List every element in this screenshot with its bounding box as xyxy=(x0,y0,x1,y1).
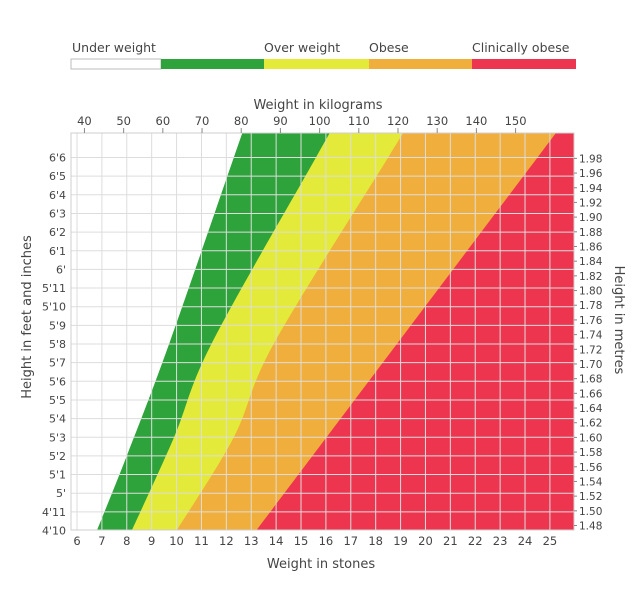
x-bottom-tick-label: 14 xyxy=(269,534,284,548)
axes: 40 50 60 70 80 90 100 110 120 130 140 150 6 7 8 9 10 11 12… xyxy=(42,114,603,548)
x-bottom-tick-label: 22 xyxy=(468,534,483,548)
y-right-tick-label: 1.60 xyxy=(579,432,602,444)
y-right-tick-label: 1.56 xyxy=(579,462,603,474)
x-top-tick-label: 60 xyxy=(156,114,171,128)
y-right-tick-label: 1.66 xyxy=(579,388,603,400)
y-right-tick-label: 1.86 xyxy=(579,241,603,253)
y-left-tick-label: 5'8 xyxy=(49,338,66,351)
y-left-tick-label: 5'3 xyxy=(49,431,66,444)
x-bottom-tick-label: 23 xyxy=(493,534,508,548)
x-top-tick-label: 70 xyxy=(195,114,210,128)
grid xyxy=(71,133,574,530)
legend-label-clinically-obese: Clinically obese xyxy=(472,40,570,55)
y-right-tick-label: 1.98 xyxy=(579,153,602,165)
legend-label-obese: Obese xyxy=(369,40,409,55)
y-right-tick-label: 1.72 xyxy=(579,344,602,356)
y-right-tick-label: 1.70 xyxy=(579,359,602,371)
y-left-tick-label: 6'3 xyxy=(49,207,66,220)
legend-swatch-obese xyxy=(369,59,472,69)
y-right-tick-label: 1.92 xyxy=(579,197,602,209)
y-right-tick-label: 1.94 xyxy=(579,183,603,195)
y-left-tick-label: 6'6 xyxy=(49,152,66,165)
y-left-tick-label: 5'7 xyxy=(49,357,66,370)
x-bottom-tick-label: 20 xyxy=(418,534,433,548)
y-right-axis-title: Height in metres xyxy=(611,266,626,375)
x-bottom-tick-label: 18 xyxy=(368,534,383,548)
x-bottom-tick-label: 11 xyxy=(194,534,209,548)
x-top-tick-label: 130 xyxy=(426,114,448,128)
x-bottom-tick-label: 25 xyxy=(543,534,558,548)
y-right-tick-label: 1.82 xyxy=(579,271,602,283)
y-right-tick-label: 1.52 xyxy=(579,491,602,503)
y-left-tick-label: 6'1 xyxy=(49,245,66,258)
x-top-tick-label: 40 xyxy=(77,114,92,128)
x-bottom-tick-label: 19 xyxy=(393,534,408,548)
y-right-tick-label: 1.64 xyxy=(579,403,603,415)
x-bottom-tick-label: 8 xyxy=(123,534,130,548)
y-right-tick-label: 1.54 xyxy=(579,476,603,488)
x-bottom-tick-label: 16 xyxy=(319,534,334,548)
x-bottom-axis-title: Weight in stones xyxy=(267,557,375,572)
y-left-tick-label: 6'5 xyxy=(49,170,66,183)
y-left-tick-label: 5'4 xyxy=(49,413,66,426)
y-right-tick-label: 1.90 xyxy=(579,212,602,224)
y-left-tick-label: 5'10 xyxy=(42,301,66,314)
y-left-tick-label: 6'2 xyxy=(49,226,66,239)
y-right-tick-label: 1.62 xyxy=(579,418,602,430)
y-right-tick-label: 1.76 xyxy=(579,315,603,327)
y-right-tick-label: 1.48 xyxy=(579,521,602,533)
y-left-tick-label: 6' xyxy=(56,263,66,276)
y-right-tick-label: 1.68 xyxy=(579,374,602,386)
y-left-tick-label: 4'11 xyxy=(42,506,66,519)
x-top-tick-label: 140 xyxy=(465,114,487,128)
y-right-tick-label: 1.78 xyxy=(579,300,602,312)
x-bottom-tick-label: 21 xyxy=(443,534,458,548)
legend-label-ideal-weight: Ideal weight xyxy=(161,40,238,55)
x-bottom-tick-label: 17 xyxy=(343,534,358,548)
y-left-tick-label: 6'4 xyxy=(49,189,66,202)
y-right-tick-label: 1.84 xyxy=(579,256,603,268)
y-right-tick-label: 1.96 xyxy=(579,168,603,180)
y-left-tick-label: 5' xyxy=(56,487,66,500)
x-top-axis-title: Weight in kilograms xyxy=(253,98,382,113)
x-bottom-tick-label: 10 xyxy=(169,534,184,548)
y-right-tick-label: 1.58 xyxy=(579,447,602,459)
y-left-tick-label: 5'1 xyxy=(49,469,66,482)
y-left-tick-label: 5'6 xyxy=(49,375,66,388)
y-left-tick-label: 5'5 xyxy=(49,394,66,407)
plot-frame xyxy=(70,132,575,531)
x-top-tick-label: 90 xyxy=(273,114,288,128)
y-left-axis-title: Height in feet and inches xyxy=(20,235,35,399)
x-bottom-tick-label: 13 xyxy=(244,534,259,548)
x-bottom-tick-label: 15 xyxy=(294,534,309,548)
legend-swatch-ideal-weight xyxy=(161,59,264,69)
legend-swatch-under-weight xyxy=(70,58,162,70)
y-left-tick-label: 5'2 xyxy=(49,450,66,463)
x-bottom-tick-label: 9 xyxy=(148,534,155,548)
x-top-tick-label: 80 xyxy=(234,114,249,128)
y-left-tick-label: 5'9 xyxy=(49,319,66,332)
x-bottom-tick-label: 7 xyxy=(98,534,105,548)
x-bottom-tick-label: 12 xyxy=(219,534,234,548)
legend-label-under-weight: Under weight xyxy=(72,40,156,55)
y-right-tick-label: 1.74 xyxy=(579,330,603,342)
x-top-tick-label: 150 xyxy=(505,114,527,128)
y-right-tick-label: 1.80 xyxy=(579,286,602,298)
y-right-tick-label: 1.88 xyxy=(579,227,602,239)
legend-label-over-weight: Over weight xyxy=(264,40,340,55)
legend: Under weight Ideal weight Over weight Obese… xyxy=(70,40,576,70)
x-bottom-tick-label: 24 xyxy=(518,534,533,548)
y-left-tick-label: 5'11 xyxy=(42,282,66,295)
x-top-tick-label: 50 xyxy=(116,114,131,128)
x-top-tick-label: 100 xyxy=(309,114,331,128)
x-top-tick-label: 110 xyxy=(348,114,370,128)
x-top-tick-label: 120 xyxy=(387,114,409,128)
legend-swatch-over-weight xyxy=(264,59,369,69)
y-right-tick-label: 1.50 xyxy=(579,506,602,518)
y-left-tick-label: 4'10 xyxy=(42,525,66,538)
x-bottom-tick-label: 6 xyxy=(73,534,80,548)
legend-swatch-clinically-obese xyxy=(472,59,576,69)
